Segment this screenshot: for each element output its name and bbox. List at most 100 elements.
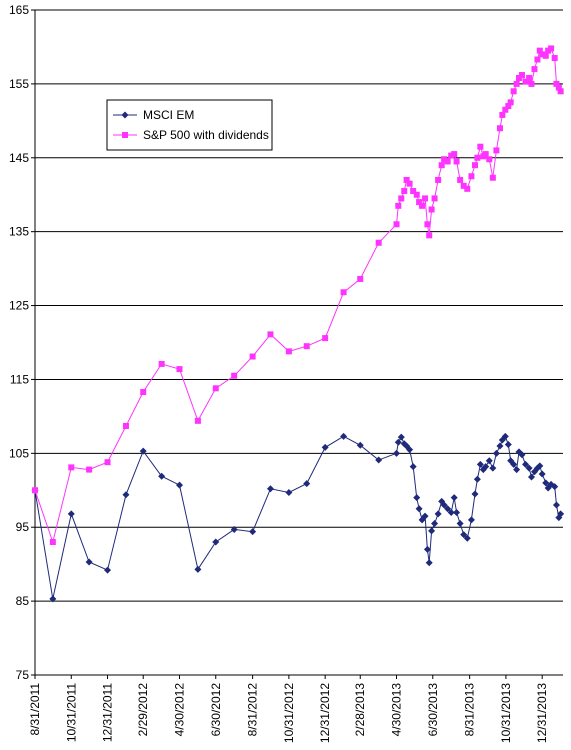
marker bbox=[557, 88, 564, 95]
marker bbox=[522, 460, 530, 468]
marker bbox=[340, 432, 348, 440]
y-tick-label: 145 bbox=[9, 151, 29, 165]
marker bbox=[486, 156, 493, 163]
x-tick-label: 8/31/2011 bbox=[28, 683, 42, 736]
marker bbox=[460, 531, 468, 539]
y-tick-label: 125 bbox=[9, 299, 29, 313]
marker bbox=[158, 472, 166, 480]
marker bbox=[548, 45, 555, 52]
x-tick-label: 2/29/2012 bbox=[136, 683, 150, 737]
marker bbox=[428, 527, 436, 535]
marker bbox=[426, 232, 433, 239]
marker bbox=[424, 221, 431, 228]
marker bbox=[419, 202, 426, 209]
marker bbox=[453, 158, 460, 165]
marker bbox=[482, 151, 489, 158]
marker bbox=[398, 195, 405, 202]
marker bbox=[531, 66, 538, 73]
marker bbox=[472, 162, 478, 169]
marker bbox=[476, 460, 484, 468]
marker bbox=[496, 442, 504, 450]
marker bbox=[551, 483, 559, 491]
marker bbox=[438, 162, 445, 169]
x-tick-label: 8/31/2013 bbox=[463, 683, 477, 737]
marker bbox=[122, 422, 129, 429]
marker bbox=[409, 463, 417, 471]
marker bbox=[104, 566, 112, 574]
marker bbox=[416, 199, 423, 206]
marker bbox=[212, 538, 220, 546]
marker bbox=[542, 52, 549, 59]
marker bbox=[440, 501, 448, 509]
marker bbox=[536, 462, 544, 470]
marker bbox=[525, 464, 533, 472]
marker bbox=[542, 479, 550, 487]
y-tick-label: 135 bbox=[9, 225, 29, 239]
marker bbox=[453, 508, 461, 516]
marker bbox=[175, 481, 183, 489]
marker bbox=[322, 335, 329, 342]
marker bbox=[375, 239, 382, 246]
marker bbox=[496, 125, 503, 132]
legend-box bbox=[106, 99, 273, 151]
y-tick-label: 115 bbox=[10, 372, 29, 386]
marker bbox=[122, 491, 130, 499]
marker bbox=[504, 440, 512, 448]
y-tick-label: 95 bbox=[16, 520, 30, 534]
marker bbox=[522, 78, 529, 85]
marker bbox=[485, 457, 493, 465]
marker bbox=[49, 539, 56, 545]
marker bbox=[303, 343, 310, 350]
marker bbox=[551, 55, 558, 62]
marker bbox=[510, 88, 517, 95]
marker bbox=[406, 446, 414, 454]
x-tick-label: 12/31/2013 bbox=[535, 683, 549, 743]
marker bbox=[194, 565, 202, 573]
marker bbox=[425, 559, 433, 567]
marker bbox=[423, 545, 431, 553]
marker bbox=[553, 80, 560, 87]
marker bbox=[266, 485, 274, 493]
marker bbox=[85, 558, 93, 566]
marker bbox=[457, 176, 464, 183]
marker bbox=[32, 487, 38, 494]
marker bbox=[444, 505, 452, 513]
marker bbox=[403, 176, 410, 183]
marker bbox=[49, 595, 57, 603]
marker bbox=[557, 510, 565, 518]
marker bbox=[538, 470, 546, 478]
x-tick-label: 10/31/2012 bbox=[282, 683, 296, 743]
marker bbox=[230, 525, 238, 533]
marker bbox=[444, 158, 451, 165]
marker bbox=[492, 449, 500, 457]
marker bbox=[431, 520, 439, 528]
marker bbox=[67, 510, 75, 518]
marker bbox=[456, 520, 464, 528]
marker bbox=[104, 459, 111, 466]
marker bbox=[393, 449, 401, 457]
marker bbox=[510, 460, 518, 468]
legend-label: S&P 500 with dividends bbox=[143, 128, 269, 142]
marker bbox=[477, 143, 484, 150]
marker bbox=[410, 188, 417, 195]
marker bbox=[482, 463, 490, 471]
marker bbox=[321, 443, 329, 451]
marker bbox=[176, 366, 183, 373]
marker bbox=[401, 188, 408, 195]
marker bbox=[212, 385, 219, 392]
marker bbox=[397, 433, 405, 441]
marker bbox=[501, 432, 509, 440]
x-tick-label: 6/30/2013 bbox=[426, 683, 440, 737]
marker bbox=[527, 473, 535, 481]
marker bbox=[441, 156, 448, 163]
marker bbox=[422, 195, 429, 202]
marker bbox=[518, 451, 526, 459]
marker bbox=[303, 480, 311, 488]
marker bbox=[86, 466, 93, 473]
marker bbox=[489, 464, 497, 472]
marker bbox=[285, 488, 293, 496]
marker bbox=[435, 176, 442, 183]
marker bbox=[464, 185, 471, 192]
marker bbox=[249, 528, 257, 536]
